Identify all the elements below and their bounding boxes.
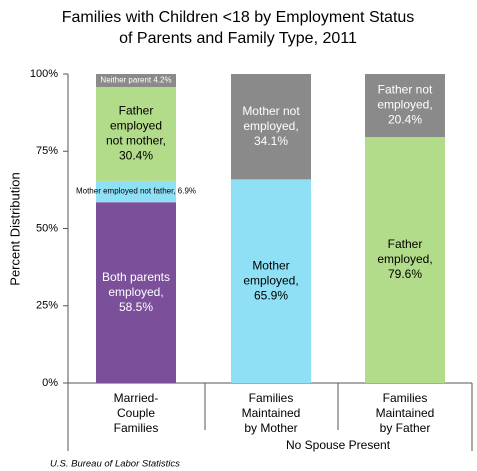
data-label: employed, [377,252,432,266]
data-label: 58.5% [119,300,153,314]
data-label: 20.4% [388,113,422,127]
data-label: 34.1% [254,134,288,148]
x-tick-label: by Father [380,421,431,435]
data-label: 65.9% [254,288,288,302]
x-tick-label: Families [383,391,428,405]
data-label: Father [119,104,154,118]
y-tick-label: 50% [36,222,58,234]
data-label: 30.4% [119,149,153,163]
group-label: No Spouse Present [286,438,391,452]
bar-segment [96,74,176,87]
data-label: employed, [108,285,163,299]
data-label: Father [388,237,423,251]
x-tick-label: Couple [117,406,155,420]
bar-segment [231,179,311,383]
chart-title: Families with Children <18 by Employment… [62,9,415,26]
data-label: Father not [378,83,433,97]
data-label: not mother, [106,134,166,148]
data-label: Mother not [242,104,300,118]
bar-segment [365,74,445,138]
y-axis-label: Percent Distribution [7,172,22,285]
y-tick-label: 100% [30,68,58,80]
bar-segment [96,86,176,181]
y-tick-label: 0% [42,377,58,389]
data-label: Mother [252,258,289,272]
x-tick-label: Maintained [376,406,435,420]
source: U.S. Bureau of Labor Statistics [50,459,180,470]
data-label: Neither parent 4.2% [100,76,171,85]
x-tick-label: Families [249,391,294,405]
bar-segment [96,202,176,383]
x-tick-label: Married- [114,391,159,405]
y-tick-label: 25% [36,300,58,312]
x-tick-label: by Mother [244,421,297,435]
y-tick-label: 75% [36,145,58,157]
bar-segment [365,137,445,383]
data-label: 79.6% [388,267,422,281]
data-label: employed, [377,98,432,112]
data-label: employed, [243,119,298,133]
bar-segment [96,180,176,203]
x-tick-label: Families [114,421,159,435]
data-label: Mother employed not father, 6.9% [76,187,196,196]
x-tick-label: Maintained [242,406,301,420]
data-label: employed, [243,273,298,287]
bar-segment [231,74,311,180]
data-label: Both parents [102,270,170,284]
data-label: employed [110,119,162,133]
chart-title: of Parents and Family Type, 2011 [119,30,357,47]
